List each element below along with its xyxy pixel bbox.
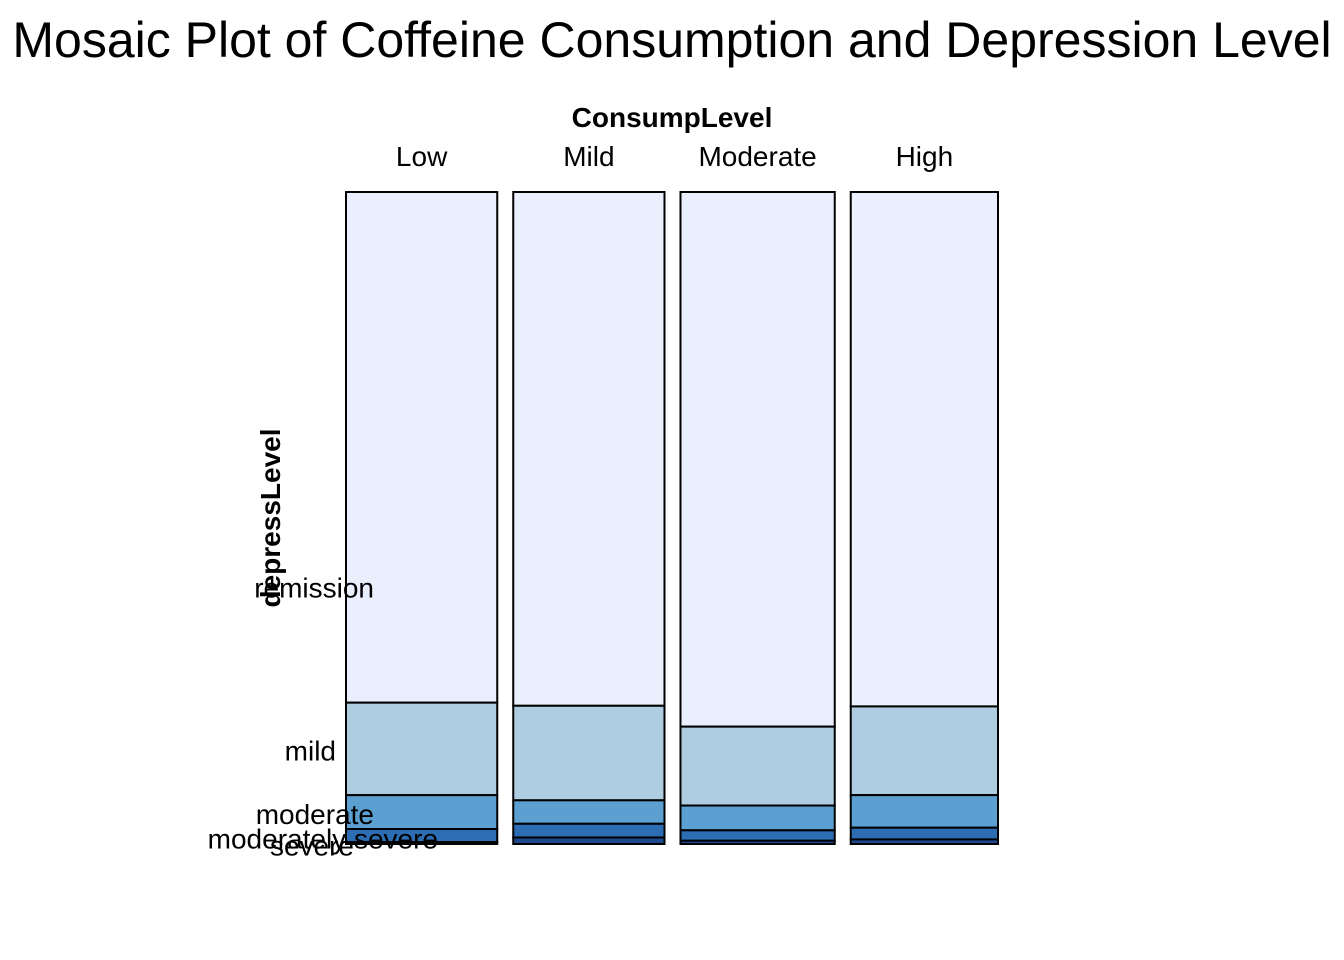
mosaic-tile [849, 191, 999, 708]
mosaic-tile [512, 799, 666, 825]
row-label: moderately severe [208, 823, 438, 854]
x-axis-title: ConsumpLevel [572, 102, 773, 133]
mosaic-tile [345, 841, 499, 846]
mosaic-tile [679, 804, 836, 832]
mosaic-tile [849, 838, 999, 845]
row-label: moderate [256, 799, 374, 830]
mosaic-tile [679, 191, 836, 728]
column-label: Moderate [698, 141, 816, 172]
mosaic-tiles [345, 191, 999, 846]
mosaic-tile [679, 829, 836, 842]
mosaic-tile [679, 839, 836, 845]
column-labels: Low Mild Moderate High [396, 141, 953, 172]
column-label: High [896, 141, 954, 172]
mosaic-tile [345, 191, 499, 704]
mosaic-tile [849, 826, 999, 841]
row-label: mild [285, 735, 336, 766]
row-label: severe [270, 830, 354, 861]
mosaic-tile [345, 794, 499, 831]
mosaic-tile [849, 794, 999, 829]
mosaic-tile [679, 725, 836, 807]
mosaic-tile [512, 836, 666, 845]
mosaic-tile [512, 191, 666, 707]
column-label: Mild [563, 141, 614, 172]
chart-title: Mosaic Plot of Coffeine Consumption and … [12, 12, 1331, 68]
row-label: remission [254, 572, 374, 603]
mosaic-tile [512, 704, 666, 802]
y-axis-title: depressLevel [255, 429, 286, 608]
mosaic-tile [345, 701, 499, 797]
mosaic-tile [849, 705, 999, 797]
column-label: Low [396, 141, 448, 172]
mosaic-tile [512, 822, 666, 839]
